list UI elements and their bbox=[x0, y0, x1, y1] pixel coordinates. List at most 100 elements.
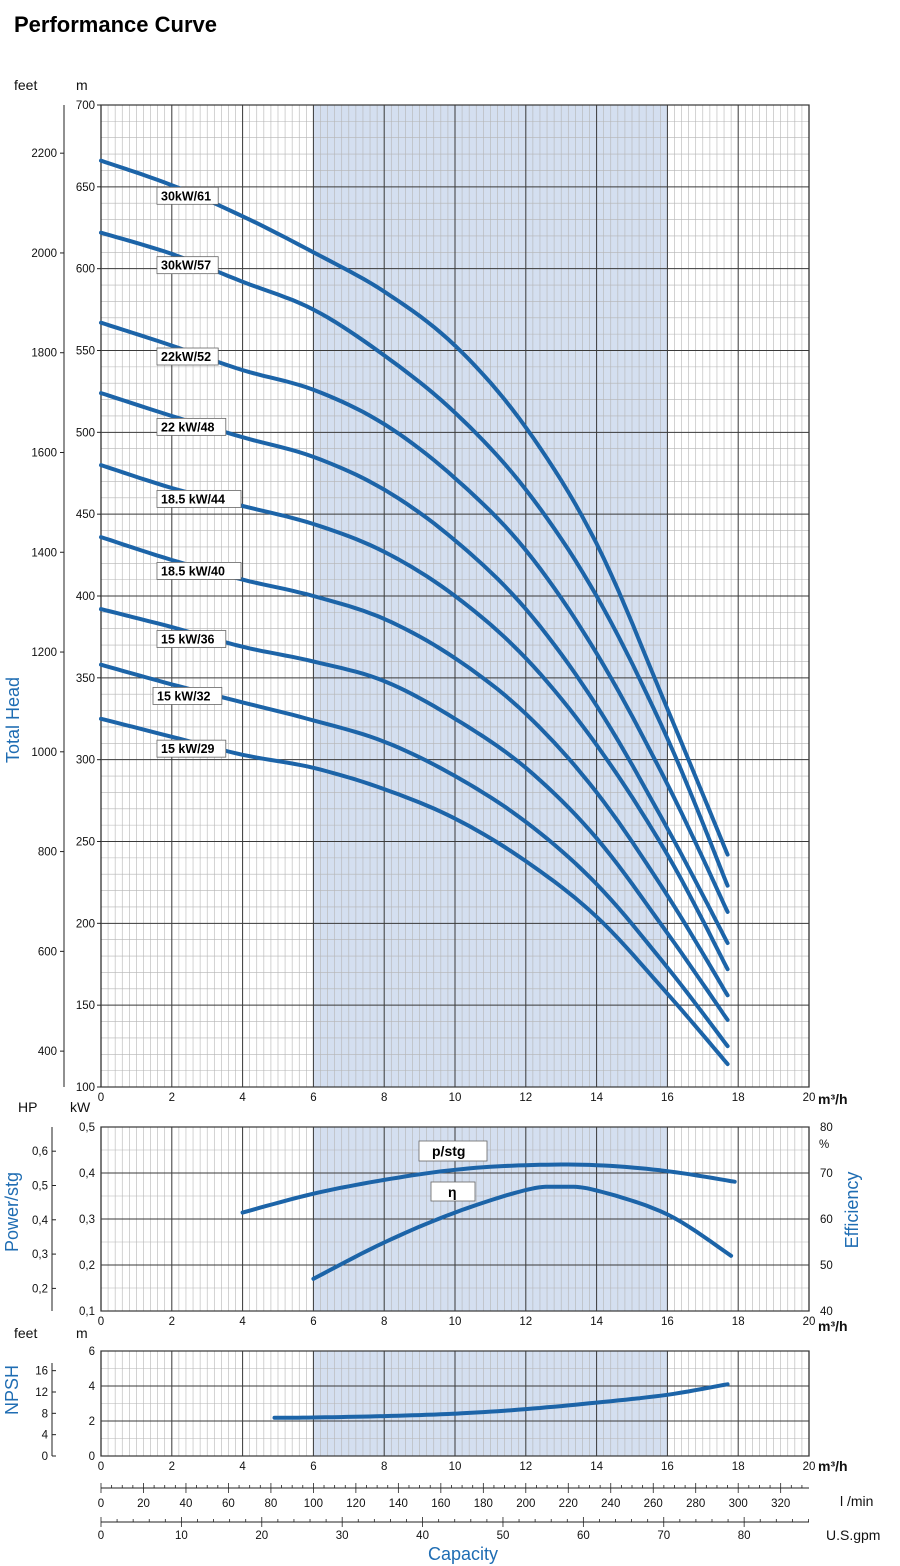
x-tick-label: 18 bbox=[732, 1092, 745, 1104]
kw-unit-label: kW bbox=[70, 1099, 91, 1115]
x-tick-label: 12 bbox=[519, 1461, 532, 1473]
y-tick-label-feet: 4 bbox=[42, 1430, 49, 1442]
series-label-box bbox=[156, 256, 219, 275]
lmin-tick-label: 180 bbox=[474, 1498, 493, 1510]
y-tick-label-feet: 600 bbox=[38, 946, 57, 958]
lmin-tick-label: 120 bbox=[346, 1498, 365, 1510]
x-tick-label: 0 bbox=[98, 1092, 104, 1104]
y-tick-label-hp: 0,6 bbox=[32, 1146, 48, 1158]
y-tick-label-hp: 0,3 bbox=[32, 1249, 48, 1261]
y-tick-label-m: 100 bbox=[76, 1082, 95, 1094]
y-tick-label-feet: 16 bbox=[35, 1366, 48, 1378]
y-tick-label-feet: 2200 bbox=[31, 148, 57, 160]
power-axis-title: Power/stg bbox=[2, 1172, 22, 1252]
x-tick-label: 16 bbox=[661, 1092, 674, 1104]
series-label: 15 kW/36 bbox=[161, 632, 215, 646]
x-tick-label: 20 bbox=[803, 1316, 816, 1328]
series-label: η bbox=[448, 1184, 457, 1200]
x-unit-label: m³/h bbox=[818, 1091, 848, 1107]
x-tick-label: 12 bbox=[519, 1316, 532, 1328]
efficiency-axis-title: Efficiency bbox=[842, 1172, 862, 1249]
y-tick-label-m: 0 bbox=[89, 1451, 95, 1463]
x-tick-label: 12 bbox=[519, 1092, 532, 1104]
m-unit-label: m bbox=[76, 77, 88, 93]
lmin-tick-label: 100 bbox=[304, 1498, 323, 1510]
series-label: 22 kW/48 bbox=[161, 420, 215, 434]
y-tick-label-m: 600 bbox=[76, 264, 95, 276]
y-tick-label-eff: 60 bbox=[820, 1214, 833, 1226]
lmin-tick-label: 240 bbox=[601, 1498, 620, 1510]
series-label-box bbox=[156, 739, 227, 758]
x-tick-label: 4 bbox=[239, 1092, 246, 1104]
y-tick-label-feet: 1800 bbox=[31, 348, 57, 360]
m-unit-label: m bbox=[76, 1325, 88, 1341]
capacity-axis-title: Capacity bbox=[428, 1544, 498, 1564]
y-tick-label-kw: 0,1 bbox=[79, 1306, 95, 1318]
usgpm-tick-label: 0 bbox=[98, 1530, 104, 1542]
x-unit-label: m³/h bbox=[818, 1458, 848, 1474]
x-tick-label: 6 bbox=[310, 1461, 316, 1473]
usgpm-tick-label: 10 bbox=[175, 1530, 188, 1542]
y-tick-label-m: 350 bbox=[76, 673, 95, 685]
x-tick-label: 16 bbox=[661, 1316, 674, 1328]
lmin-tick-label: 140 bbox=[389, 1498, 408, 1510]
x-tick-label: 14 bbox=[590, 1316, 603, 1328]
series-label: 30kW/61 bbox=[161, 189, 211, 203]
y-tick-label-feet: 2000 bbox=[31, 248, 57, 260]
y-tick-label-m: 6 bbox=[89, 1346, 95, 1358]
page-title: Performance Curve bbox=[14, 12, 217, 37]
series-label-box bbox=[156, 347, 219, 366]
y-tick-label-kw: 0,5 bbox=[79, 1122, 95, 1134]
capacity-scales: 0 20 40 60 80 100 120 140 160 180 200 220 240 260 280 3… bbox=[98, 1483, 880, 1564]
series-label-box bbox=[156, 562, 242, 580]
x-tick-label: 6 bbox=[310, 1316, 316, 1328]
percent-unit-label: % bbox=[819, 1139, 829, 1151]
lmin-tick-label: 280 bbox=[686, 1498, 705, 1510]
x-tick-label: 18 bbox=[732, 1316, 745, 1328]
x-tick-label: 20 bbox=[803, 1092, 816, 1104]
x-tick-label: 8 bbox=[381, 1461, 387, 1473]
y-tick-label-hp: 0,5 bbox=[32, 1180, 48, 1192]
y-tick-label-m: 2 bbox=[89, 1416, 95, 1428]
lmin-tick-label: 220 bbox=[559, 1498, 578, 1510]
usgpm-tick-label: 40 bbox=[416, 1530, 429, 1542]
y-tick-label-eff: 50 bbox=[820, 1260, 833, 1272]
y-tick-label-eff: 40 bbox=[820, 1306, 833, 1318]
x-tick-label: 10 bbox=[449, 1461, 462, 1473]
y-tick-label-m: 4 bbox=[89, 1381, 96, 1393]
x-tick-label: 10 bbox=[449, 1092, 462, 1104]
y-tick-label-feet: 12 bbox=[35, 1387, 48, 1399]
y-tick-label-m: 250 bbox=[76, 837, 95, 849]
series-label: 22kW/52 bbox=[161, 350, 211, 364]
x-tick-label: 14 bbox=[590, 1092, 603, 1104]
y-tick-label-kw: 0,3 bbox=[79, 1214, 95, 1226]
lmin-tick-label: 60 bbox=[222, 1498, 235, 1510]
y-tick-label-m: 400 bbox=[76, 591, 95, 603]
x-tick-label: 4 bbox=[239, 1316, 246, 1328]
lmin-unit-label: l /min bbox=[840, 1493, 873, 1509]
series-label-box bbox=[418, 1140, 488, 1162]
y-tick-label-feet: 1000 bbox=[31, 747, 57, 759]
feet-unit-label: feet bbox=[14, 1325, 37, 1341]
y-tick-label-feet: 400 bbox=[38, 1046, 57, 1058]
y-tick-label-m: 450 bbox=[76, 509, 95, 521]
y-tick-label-feet: 8 bbox=[42, 1408, 48, 1420]
y-tick-label-hp: 0,4 bbox=[32, 1215, 49, 1227]
head-axis-title: Total Head bbox=[3, 677, 23, 763]
lmin-tick-label: 40 bbox=[180, 1498, 193, 1510]
x-tick-label: 8 bbox=[381, 1092, 387, 1104]
x-tick-label: 16 bbox=[661, 1461, 674, 1473]
y-tick-label-m: 650 bbox=[76, 182, 95, 194]
y-tick-label-m: 300 bbox=[76, 755, 95, 767]
efficiency-curve bbox=[311, 1184, 734, 1281]
lmin-tick-label: 0 bbox=[98, 1498, 104, 1510]
x-tick-label: 4 bbox=[239, 1461, 246, 1473]
x-tick-label: 20 bbox=[803, 1461, 816, 1473]
series-label-box bbox=[430, 1181, 476, 1202]
y-tick-label-eff: 80 bbox=[820, 1122, 833, 1134]
y-tick-label-feet: 0 bbox=[42, 1451, 48, 1463]
series-label-box bbox=[156, 489, 242, 508]
npsh-curve bbox=[272, 1382, 730, 1420]
y-tick-label-m: 550 bbox=[76, 346, 95, 358]
